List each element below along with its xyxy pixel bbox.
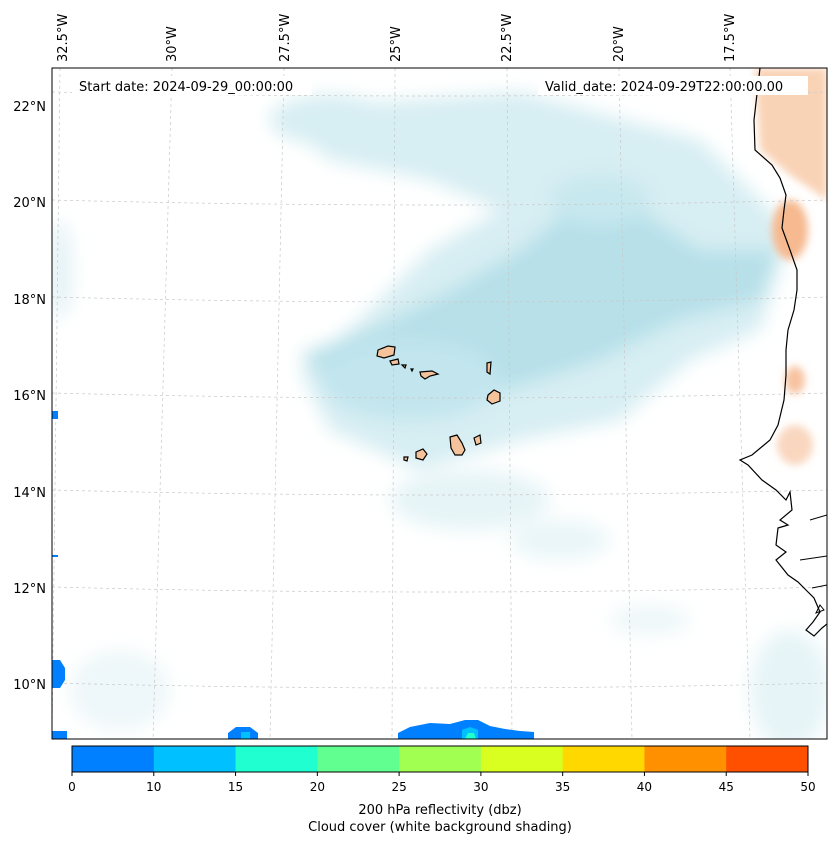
- colorbar-segment: [399, 746, 482, 772]
- colorbar-label: 200 hPa reflectivity (dbz): [358, 803, 521, 818]
- colorbar-tick-label: 0: [68, 780, 76, 794]
- cloud-cover-shading: [52, 92, 827, 739]
- lon-label: 25°W: [389, 26, 404, 62]
- valid-date-label: Valid_date: 2024-09-29T22:00:00.00: [545, 80, 783, 95]
- colorbar-ticks: 0 10 15 20 25 30 35 40 45 50: [68, 772, 816, 794]
- island-santo-antao: [376, 345, 396, 359]
- lon-label: 32.5°W: [56, 14, 71, 62]
- colorbar-tick-label: 15: [228, 780, 243, 794]
- lat-label: 16°N: [13, 389, 46, 404]
- island-sao-nicolau: [419, 370, 440, 380]
- colorbar-segment: [153, 746, 237, 772]
- lat-label: 20°N: [13, 196, 46, 211]
- colorbar-tick-label: 25: [391, 780, 406, 794]
- lon-label: 22.5°W: [500, 14, 515, 62]
- colorbar-tick-label: 20: [310, 780, 325, 794]
- colorbar-segment: [317, 746, 400, 772]
- lat-label: 14°N: [13, 486, 46, 501]
- colorbar-segment: [235, 746, 318, 772]
- colorbar-tick-label: 50: [800, 780, 815, 794]
- lat-label: 22°N: [13, 100, 46, 115]
- colorbar-segment: [72, 746, 155, 772]
- start-date-label: Start date: 2024-09-29_00:00:00: [79, 80, 293, 95]
- colorbar: 0 10 15 20 25 30 35 40 45 50 200 hPa reflectivity…: [68, 745, 816, 835]
- colorbar-tick-label: 10: [146, 780, 161, 794]
- colorbar-tick-label: 35: [555, 780, 570, 794]
- colorbar-segment: [644, 746, 727, 772]
- africa-coastline: [738, 68, 827, 637]
- island-sal: [486, 361, 492, 376]
- colorbar-segment: [480, 746, 564, 772]
- cape-verde-islands: [376, 345, 501, 462]
- colorbar-frame: [71, 745, 809, 773]
- latitude-labels: 22°N 20°N 18°N 16°N 14°N 12°N 10°N: [13, 100, 46, 693]
- lat-label: 18°N: [13, 293, 46, 308]
- longitude-labels: 32.5°W 30°W 27.5°W 25°W 22.5°W 20°W 17.5…: [56, 14, 738, 62]
- lat-label: 12°N: [13, 582, 46, 597]
- colorbar-segment: [562, 746, 645, 772]
- lon-label: 20°W: [612, 26, 627, 62]
- lon-label: 27.5°W: [278, 14, 293, 62]
- colorbar-segments: [72, 746, 809, 772]
- colorbar-sublabel: Cloud cover (white background shading): [308, 820, 572, 835]
- island-santiago: [449, 434, 466, 456]
- island-maio: [473, 434, 482, 446]
- island-fogo: [415, 448, 428, 461]
- colorbar-tick-label: 40: [637, 780, 652, 794]
- map-border: [51, 67, 828, 740]
- land-warm-shading: [755, 68, 827, 465]
- map-content: [52, 68, 827, 739]
- lat-label: 10°N: [13, 678, 46, 693]
- island-brava: [403, 456, 409, 462]
- lon-label: 17.5°W: [723, 14, 738, 62]
- valid-date-box: [538, 76, 808, 95]
- colorbar-tick-label: 45: [719, 780, 734, 794]
- colorbar-segment: [726, 746, 809, 772]
- start-date-box: [72, 76, 312, 95]
- island-sao-vicente: [389, 358, 400, 366]
- island-boa-vista: [486, 389, 501, 405]
- lon-label: 30°W: [165, 26, 180, 62]
- colorbar-tick-label: 30: [473, 780, 488, 794]
